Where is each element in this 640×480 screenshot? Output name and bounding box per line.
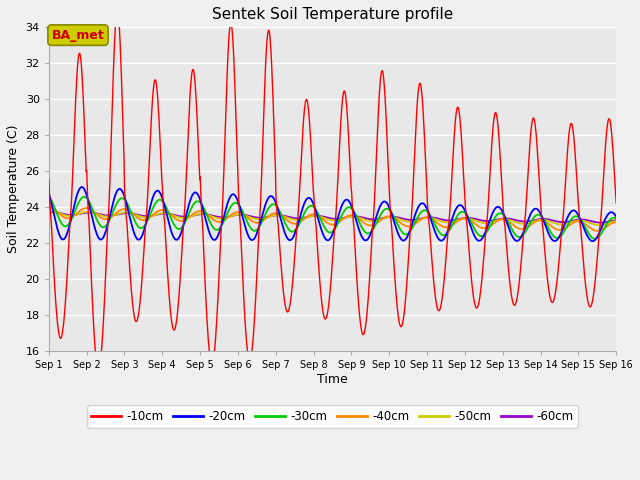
Text: BA_met: BA_met <box>52 29 104 42</box>
Legend: -10cm, -20cm, -30cm, -40cm, -50cm, -60cm: -10cm, -20cm, -30cm, -40cm, -50cm, -60cm <box>86 405 579 428</box>
Title: Sentek Soil Temperature profile: Sentek Soil Temperature profile <box>212 7 453 22</box>
X-axis label: Time: Time <box>317 372 348 385</box>
Y-axis label: Soil Temperature (C): Soil Temperature (C) <box>7 125 20 253</box>
